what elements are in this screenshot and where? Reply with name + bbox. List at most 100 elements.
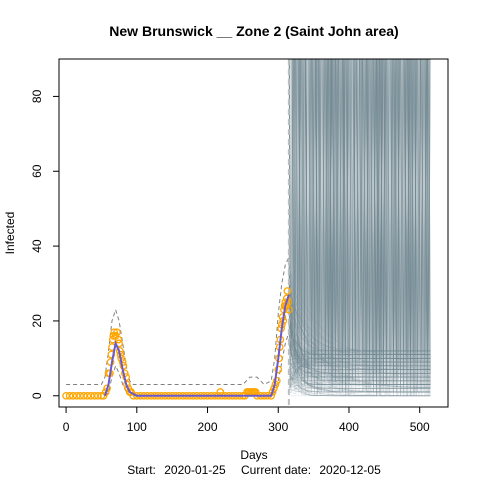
projection-line [288,59,431,355]
projection-line [288,59,431,397]
start-label: Start: [127,463,156,477]
projection-line [288,59,431,393]
projection-line [288,59,431,393]
chart-title: New Brunswick __ Zone 2 (Saint John area… [109,23,398,39]
band-upper-line [66,257,290,386]
projection-line [289,59,431,370]
observed-point [113,328,121,337]
projection-line [288,59,431,383]
projection-line [288,59,431,389]
projection-line [288,283,431,352]
current-label: Current date: [241,463,311,477]
projection-line [288,59,431,370]
projection-line [288,59,431,374]
projection-line [288,59,431,397]
projection-line [288,59,431,378]
projection-line [288,59,431,369]
projection-line [288,59,431,382]
projection-line [288,59,431,355]
projection-line [288,59,431,397]
x-tick-label: 300 [268,420,288,434]
y-axis-label: Infected [3,212,17,255]
y-axis: 0 20 40 60 80 [30,89,60,399]
projection-line [288,59,431,388]
projection-line [288,59,431,374]
projection-line [288,59,431,385]
observed-point [83,391,92,400]
projection-line [288,59,431,372]
y-tick-label: 80 [30,89,44,103]
projection-line [288,59,431,388]
projection-line [288,59,431,359]
projection-line [288,59,431,357]
projection-line [288,59,431,385]
projection-line [288,59,431,397]
projection-line [288,59,431,389]
projection-line [289,59,431,374]
projection-line [288,59,431,385]
projection-line [288,59,431,355]
x-tick-label: 400 [339,420,359,434]
observed-point [76,391,85,400]
projection-line [288,59,431,382]
y-tick-label: 20 [30,314,44,328]
projection-line [288,59,431,378]
footer-dates: Start: 2020-01-25 Current date: 2020-12-… [127,463,381,477]
projection-line [288,59,431,363]
projection-line [288,59,431,389]
projection-line [288,59,431,352]
projection-line [288,59,431,393]
projection-line [288,59,431,389]
projection-line [288,59,431,378]
projection-line [289,59,431,377]
projection-line [288,59,431,389]
projection-line [288,59,431,392]
current-date: 2020-12-05 [319,463,381,477]
projection-line [288,59,431,388]
projection-line [288,59,431,374]
x-axis-label: Days [240,448,267,462]
projection-line [288,59,431,389]
y-tick-label: 60 [30,164,44,178]
projection-line [288,59,431,397]
projection-line [288,59,431,360]
projection-line [288,59,431,397]
projection-line [288,59,431,352]
observed-point [127,388,135,396]
projection-line [288,273,431,378]
projection-line [288,59,431,393]
projection-line [288,59,431,390]
projection-line [288,59,431,395]
projection-line [288,59,431,397]
projection-line [288,59,431,378]
projection-line [288,59,431,385]
band-lower-line [104,332,290,397]
projection-line [288,59,431,385]
projection-line [288,59,431,359]
x-tick-label: 500 [410,420,430,434]
projection-line [288,59,431,359]
projection-line [288,59,431,374]
projection-line [288,59,431,355]
observed-points [62,287,293,400]
observed-point [86,391,95,400]
observed-point [99,391,108,400]
projection-line [288,59,431,369]
observed-point [97,391,106,400]
projection-line [288,59,431,371]
projection-line [288,59,431,393]
projection-line [288,59,431,374]
projection-line [288,59,431,393]
projection-line [288,59,431,382]
projection-line [288,59,431,363]
projection-line [288,59,431,378]
projection-line [288,59,431,380]
projection-line [288,59,431,367]
projection-line [288,59,431,370]
projection-line [288,59,431,355]
projection-line [288,59,431,382]
projection-line [288,59,431,397]
projection-line [288,59,431,374]
projection-line [288,59,431,382]
